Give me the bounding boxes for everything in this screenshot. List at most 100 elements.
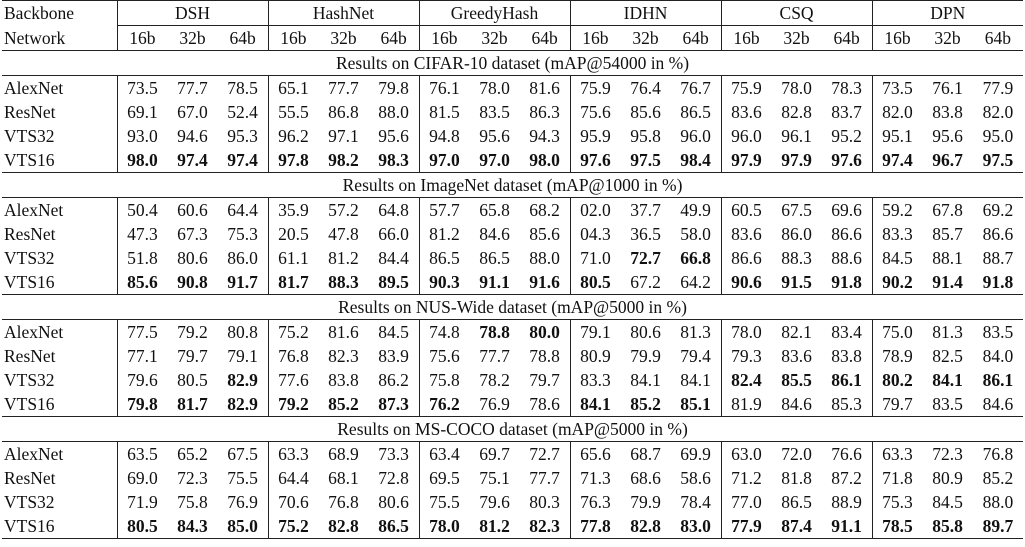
value-cell: 66.8 xyxy=(680,248,711,268)
value-cell: 80.0 xyxy=(529,322,560,342)
value-cell: 65.6 xyxy=(569,441,621,466)
value-cell: 77.0 xyxy=(720,490,772,514)
value-cell: 95.2 xyxy=(831,126,862,146)
value-cell: 77.9 xyxy=(720,514,772,539)
value-cell: 04.3 xyxy=(569,222,621,246)
value-cell: 83.8 xyxy=(328,370,359,390)
value-cell: 93.0 xyxy=(116,124,168,148)
value-cell: 81.2 xyxy=(328,248,359,268)
value-cell: 88.7 xyxy=(982,248,1014,268)
value-cell: 88.9 xyxy=(831,492,862,512)
value-cell: 63.3 xyxy=(267,441,319,466)
value-cell: 81.6 xyxy=(328,322,359,342)
value-cell: 85.5 xyxy=(781,370,812,390)
value-cell: 79.6 xyxy=(116,368,168,392)
value-cell: 79.8 xyxy=(116,392,168,417)
bits-header: 64b xyxy=(972,25,1024,51)
value-cell: 77.8 xyxy=(569,514,621,539)
value-cell: 82.1 xyxy=(781,322,812,342)
backbone-cell: VTS16 xyxy=(4,272,55,292)
value-cell: 96.2 xyxy=(267,124,319,148)
value-cell: 91.7 xyxy=(227,272,258,292)
bits-header: 16b xyxy=(116,25,168,51)
value-cell: 83.4 xyxy=(831,322,862,342)
bits-header: 16b xyxy=(720,25,772,51)
value-cell: 89.7 xyxy=(972,514,1024,539)
value-cell: 82.8 xyxy=(318,514,369,539)
table-row: VTS16 98.0 97.4 97.4 97.8 98.2 98.3 97.0 97.0 98.… xyxy=(2,148,1023,173)
value-cell: 67.0 xyxy=(177,102,208,122)
value-cell: 84.4 xyxy=(378,248,409,268)
value-cell: 86.6 xyxy=(831,224,862,244)
value-cell: 88.1 xyxy=(932,248,963,268)
value-cell: 97.4 xyxy=(177,150,208,170)
value-cell: 20.5 xyxy=(267,222,319,246)
value-cell: 64.4 xyxy=(227,200,258,220)
value-cell: 97.5 xyxy=(630,150,661,170)
table-row: AlexNet 73.5 77.7 78.5 65.1 77.7 79.8 76.1 78.0 8… xyxy=(2,75,1023,100)
bits-header: 64b xyxy=(368,25,420,51)
value-cell: 80.3 xyxy=(529,492,560,512)
value-cell: 77.7 xyxy=(177,78,208,98)
value-cell: 86.1 xyxy=(982,370,1014,390)
value-cell: 63.0 xyxy=(720,441,772,466)
value-cell: 95.6 xyxy=(932,126,963,146)
value-cell: 84.3 xyxy=(167,514,218,539)
backbone-cell: ResNet xyxy=(4,346,56,366)
bits-header: 64b xyxy=(519,25,571,51)
value-cell: 73.3 xyxy=(378,444,409,464)
value-cell: 78.5 xyxy=(871,514,923,539)
value-cell: 78.5 xyxy=(227,78,258,98)
backbone-header: Backbone xyxy=(2,0,117,26)
value-cell: 61.1 xyxy=(267,246,319,270)
backbone-cell: AlexNet xyxy=(4,444,64,464)
backbone-cell: VTS16 xyxy=(2,514,117,539)
value-cell: 80.6 xyxy=(177,248,208,268)
value-cell: 72.7 xyxy=(630,248,661,268)
value-cell: 76.9 xyxy=(227,492,258,512)
value-cell: 88.3 xyxy=(781,248,812,268)
value-cell: 82.0 xyxy=(871,100,923,124)
value-cell: 80.9 xyxy=(569,344,621,368)
backbone-cell: ResNet xyxy=(4,468,56,488)
value-cell: 96.0 xyxy=(680,126,711,146)
value-cell: 67.3 xyxy=(177,224,208,244)
value-cell: 75.5 xyxy=(227,468,258,488)
value-cell: 79.7 xyxy=(177,346,208,366)
value-cell: 78.0 xyxy=(418,514,470,539)
value-cell: 78.8 xyxy=(479,322,510,342)
value-cell: 52.4 xyxy=(227,102,258,122)
value-cell: 76.8 xyxy=(267,344,319,368)
value-cell: 82.9 xyxy=(227,394,258,414)
value-cell: 87.3 xyxy=(378,394,409,414)
value-cell: 82.0 xyxy=(982,102,1014,122)
header-methods-row: Backbone DSH HashNet GreedyHash IDHN CSQ DPN xyxy=(2,0,1024,26)
bits-header: 32b xyxy=(167,25,218,51)
value-cell: 97.6 xyxy=(831,150,862,170)
value-cell: 79.1 xyxy=(569,319,621,344)
value-cell: 97.8 xyxy=(267,148,319,173)
table-row: AlexNet 63.5 65.2 67.5 63.3 68.9 73.3 63.4 69.7 7… xyxy=(2,441,1023,466)
method-header: GreedyHash xyxy=(418,0,571,26)
value-cell: 35.9 xyxy=(267,197,319,222)
value-cell: 57.7 xyxy=(418,197,470,222)
value-cell: 79.9 xyxy=(630,492,661,512)
table-row: AlexNet 50.4 60.6 64.4 35.9 57.2 64.8 57.7 65.8 6… xyxy=(2,197,1023,222)
value-cell: 75.3 xyxy=(871,490,923,514)
value-cell: 76.7 xyxy=(680,78,711,98)
value-cell: 55.5 xyxy=(267,100,319,124)
value-cell: 76.6 xyxy=(831,444,862,464)
value-cell: 75.9 xyxy=(569,75,621,100)
header-bits-row: Network 16b 32b 64b 16b 32b 64b 16b 32b 64b 16b 32b… xyxy=(2,25,1024,51)
value-cell: 83.5 xyxy=(932,394,963,414)
value-cell: 60.6 xyxy=(177,200,208,220)
value-cell: 76.2 xyxy=(418,392,470,417)
value-cell: 77.9 xyxy=(982,78,1014,98)
value-cell: 96.0 xyxy=(720,124,772,148)
section-title: Results on ImageNet dataset (mAP@1000 in… xyxy=(2,172,1024,198)
value-cell: 94.6 xyxy=(177,126,208,146)
table-row: VTS32 93.0 94.6 95.3 96.2 97.1 95.6 94.8 95.6 94.… xyxy=(2,124,1023,148)
value-cell: 81.7 xyxy=(177,394,208,414)
value-cell: 67.8 xyxy=(932,200,963,220)
